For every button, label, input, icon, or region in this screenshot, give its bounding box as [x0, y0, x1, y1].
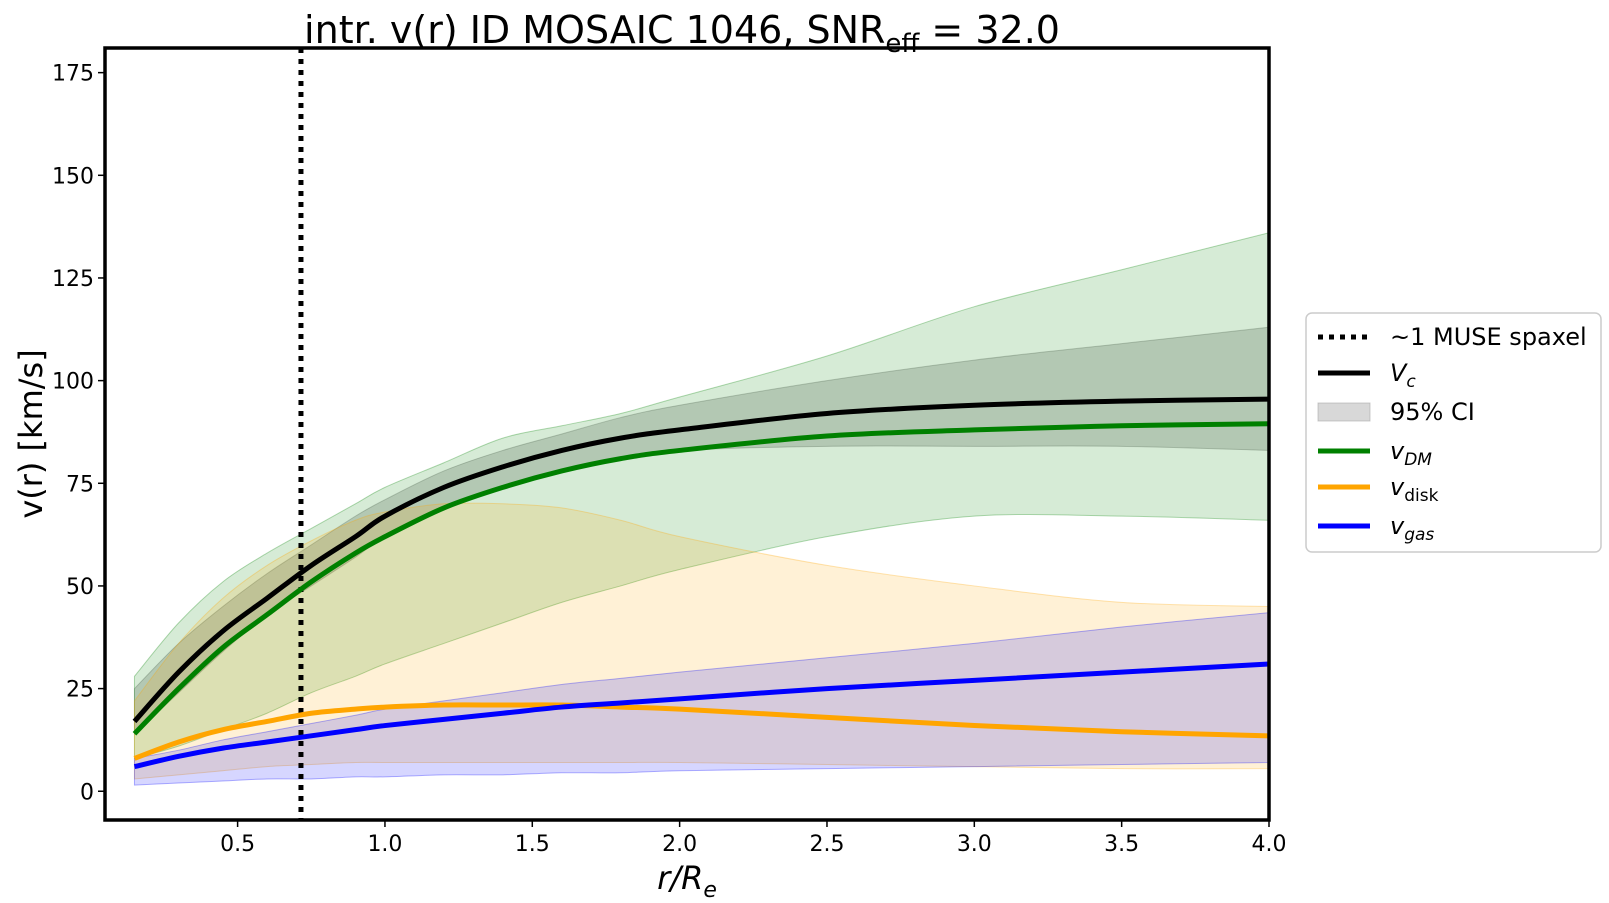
chart-title-main: intr. v(r) ID MOSAIC 1046, SNR: [304, 8, 885, 52]
x-tick-label: 3.0: [957, 832, 992, 857]
chart-title-suffix: = 32.0: [919, 8, 1060, 52]
legend-label: 95% CI: [1390, 398, 1475, 426]
y-tick-label: 25: [66, 678, 94, 703]
y-tick-label: 50: [66, 575, 94, 600]
x-tick-label: 0.5: [220, 832, 255, 857]
y-axis-ticks: 0 25 50 75 100 125 150 175: [52, 62, 105, 805]
legend-label-main: V: [1390, 359, 1408, 387]
x-axis-label-main: r/R: [657, 859, 703, 897]
velocity-curves: [132, 396, 1270, 770]
x-axis-ticks: 0.5 1.0 1.5 2.0 2.5 3.0 3.5 4.0: [220, 820, 1287, 857]
legend-label: vDM: [1390, 437, 1432, 470]
legend-swatch-ci: [1317, 402, 1371, 422]
y-tick-label: 125: [52, 267, 94, 292]
y-tick-label: 75: [66, 472, 94, 497]
legend-label-subscript: gas: [1404, 525, 1434, 545]
line-vdisk: [133, 702, 1270, 761]
x-tick-label: 2.0: [662, 832, 697, 857]
x-tick-label: 1.0: [367, 832, 402, 857]
legend-label: ~1 MUSE spaxel: [1390, 323, 1587, 351]
legend-label-main: v: [1390, 473, 1405, 501]
chart-title-group: intr. v(r) ID MOSAIC 1046, SNReff = 32.0: [304, 8, 1060, 59]
line-vdm: [132, 421, 1270, 736]
x-axis-label-subscript: e: [703, 878, 717, 903]
y-tick-label: 175: [52, 62, 94, 87]
x-tick-label: 2.5: [809, 832, 844, 857]
legend-label-subscript: c: [1406, 372, 1416, 392]
chart-title: intr. v(r) ID MOSAIC 1046, SNReff = 32.0: [304, 8, 1060, 59]
legend-label-subscript: disk: [1404, 486, 1438, 506]
x-tick-label: 4.0: [1252, 832, 1287, 857]
legend-label: vdisk: [1390, 473, 1439, 506]
legend-box: [1305, 312, 1602, 553]
confidence-bands: [133, 232, 1270, 786]
legend-label-main: v: [1390, 512, 1405, 540]
x-tick-label: 1.5: [515, 832, 550, 857]
x-tick-label: 3.5: [1104, 832, 1139, 857]
line-vc: [132, 396, 1270, 724]
x-axis-label: r/Re: [657, 859, 717, 903]
y-tick-label: 0: [80, 780, 94, 805]
legend-label-main: v: [1390, 437, 1405, 465]
line-vgas: [133, 661, 1270, 770]
plot-frame: [103, 46, 1271, 822]
y-tick-label: 100: [52, 370, 94, 395]
chart-title-subscript: eff: [885, 29, 920, 59]
y-tick-label: 150: [52, 164, 94, 189]
legend-label: Vc: [1390, 359, 1416, 392]
legend-label: vgas: [1390, 512, 1434, 545]
legend-label-subscript: DM: [1404, 450, 1432, 470]
y-axis-label: v(r) [km/s]: [12, 349, 50, 518]
